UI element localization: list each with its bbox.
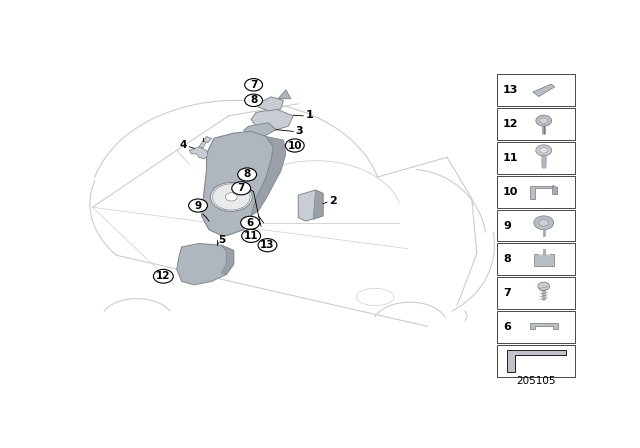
Bar (497, 277, 575, 309)
Text: 12: 12 (156, 271, 171, 281)
Bar (497, 345, 575, 377)
Polygon shape (313, 190, 323, 220)
Circle shape (244, 94, 262, 107)
Text: 12: 12 (503, 119, 518, 129)
Text: 205105: 205105 (516, 376, 556, 387)
Text: 3: 3 (296, 126, 303, 136)
Circle shape (534, 216, 554, 230)
Polygon shape (507, 350, 566, 372)
Text: 13: 13 (260, 240, 275, 250)
Text: 13: 13 (503, 85, 518, 95)
Text: 9: 9 (503, 220, 511, 231)
Circle shape (232, 182, 251, 195)
Bar (534, 254, 554, 266)
Bar (497, 210, 575, 241)
Text: 8: 8 (250, 95, 257, 105)
Bar (497, 108, 575, 140)
Polygon shape (298, 190, 323, 221)
Circle shape (539, 220, 548, 226)
Circle shape (540, 118, 548, 124)
Circle shape (536, 115, 552, 126)
Circle shape (237, 168, 257, 181)
Text: 6: 6 (246, 218, 253, 228)
Polygon shape (251, 137, 286, 216)
Circle shape (538, 282, 550, 290)
Polygon shape (202, 131, 273, 237)
Bar (497, 142, 575, 174)
Text: 7: 7 (250, 80, 257, 90)
Circle shape (212, 184, 250, 210)
Bar (497, 244, 575, 275)
Text: 6: 6 (503, 322, 511, 332)
Bar (497, 74, 575, 106)
Circle shape (225, 193, 237, 201)
Bar (497, 311, 575, 343)
Circle shape (242, 229, 260, 242)
Text: 8: 8 (503, 254, 511, 264)
Text: 11: 11 (244, 231, 259, 241)
Circle shape (154, 269, 173, 283)
Text: 5: 5 (218, 235, 225, 245)
Polygon shape (530, 185, 553, 198)
Circle shape (244, 78, 262, 91)
Polygon shape (278, 90, 291, 99)
Polygon shape (177, 244, 234, 285)
Circle shape (241, 216, 260, 229)
Polygon shape (259, 97, 284, 111)
Polygon shape (199, 141, 207, 148)
Text: 4: 4 (179, 140, 187, 150)
Circle shape (189, 199, 207, 212)
Circle shape (536, 145, 552, 156)
Text: 7: 7 (237, 183, 245, 193)
Polygon shape (221, 245, 234, 275)
Circle shape (258, 239, 277, 252)
Polygon shape (244, 123, 276, 137)
Polygon shape (553, 185, 557, 194)
Circle shape (540, 147, 548, 153)
Text: 2: 2 (329, 196, 337, 207)
Text: 7: 7 (503, 288, 511, 298)
Circle shape (211, 182, 252, 211)
Polygon shape (251, 109, 293, 131)
Text: 10: 10 (287, 141, 302, 151)
Polygon shape (530, 323, 557, 329)
Text: 1: 1 (306, 110, 314, 120)
Circle shape (285, 139, 304, 152)
Polygon shape (189, 147, 208, 159)
Bar (497, 176, 575, 207)
Text: 9: 9 (195, 201, 202, 211)
Polygon shape (533, 84, 555, 96)
Text: 10: 10 (503, 187, 518, 197)
Polygon shape (203, 137, 211, 143)
Text: 8: 8 (244, 169, 251, 180)
Text: 11: 11 (503, 153, 518, 163)
